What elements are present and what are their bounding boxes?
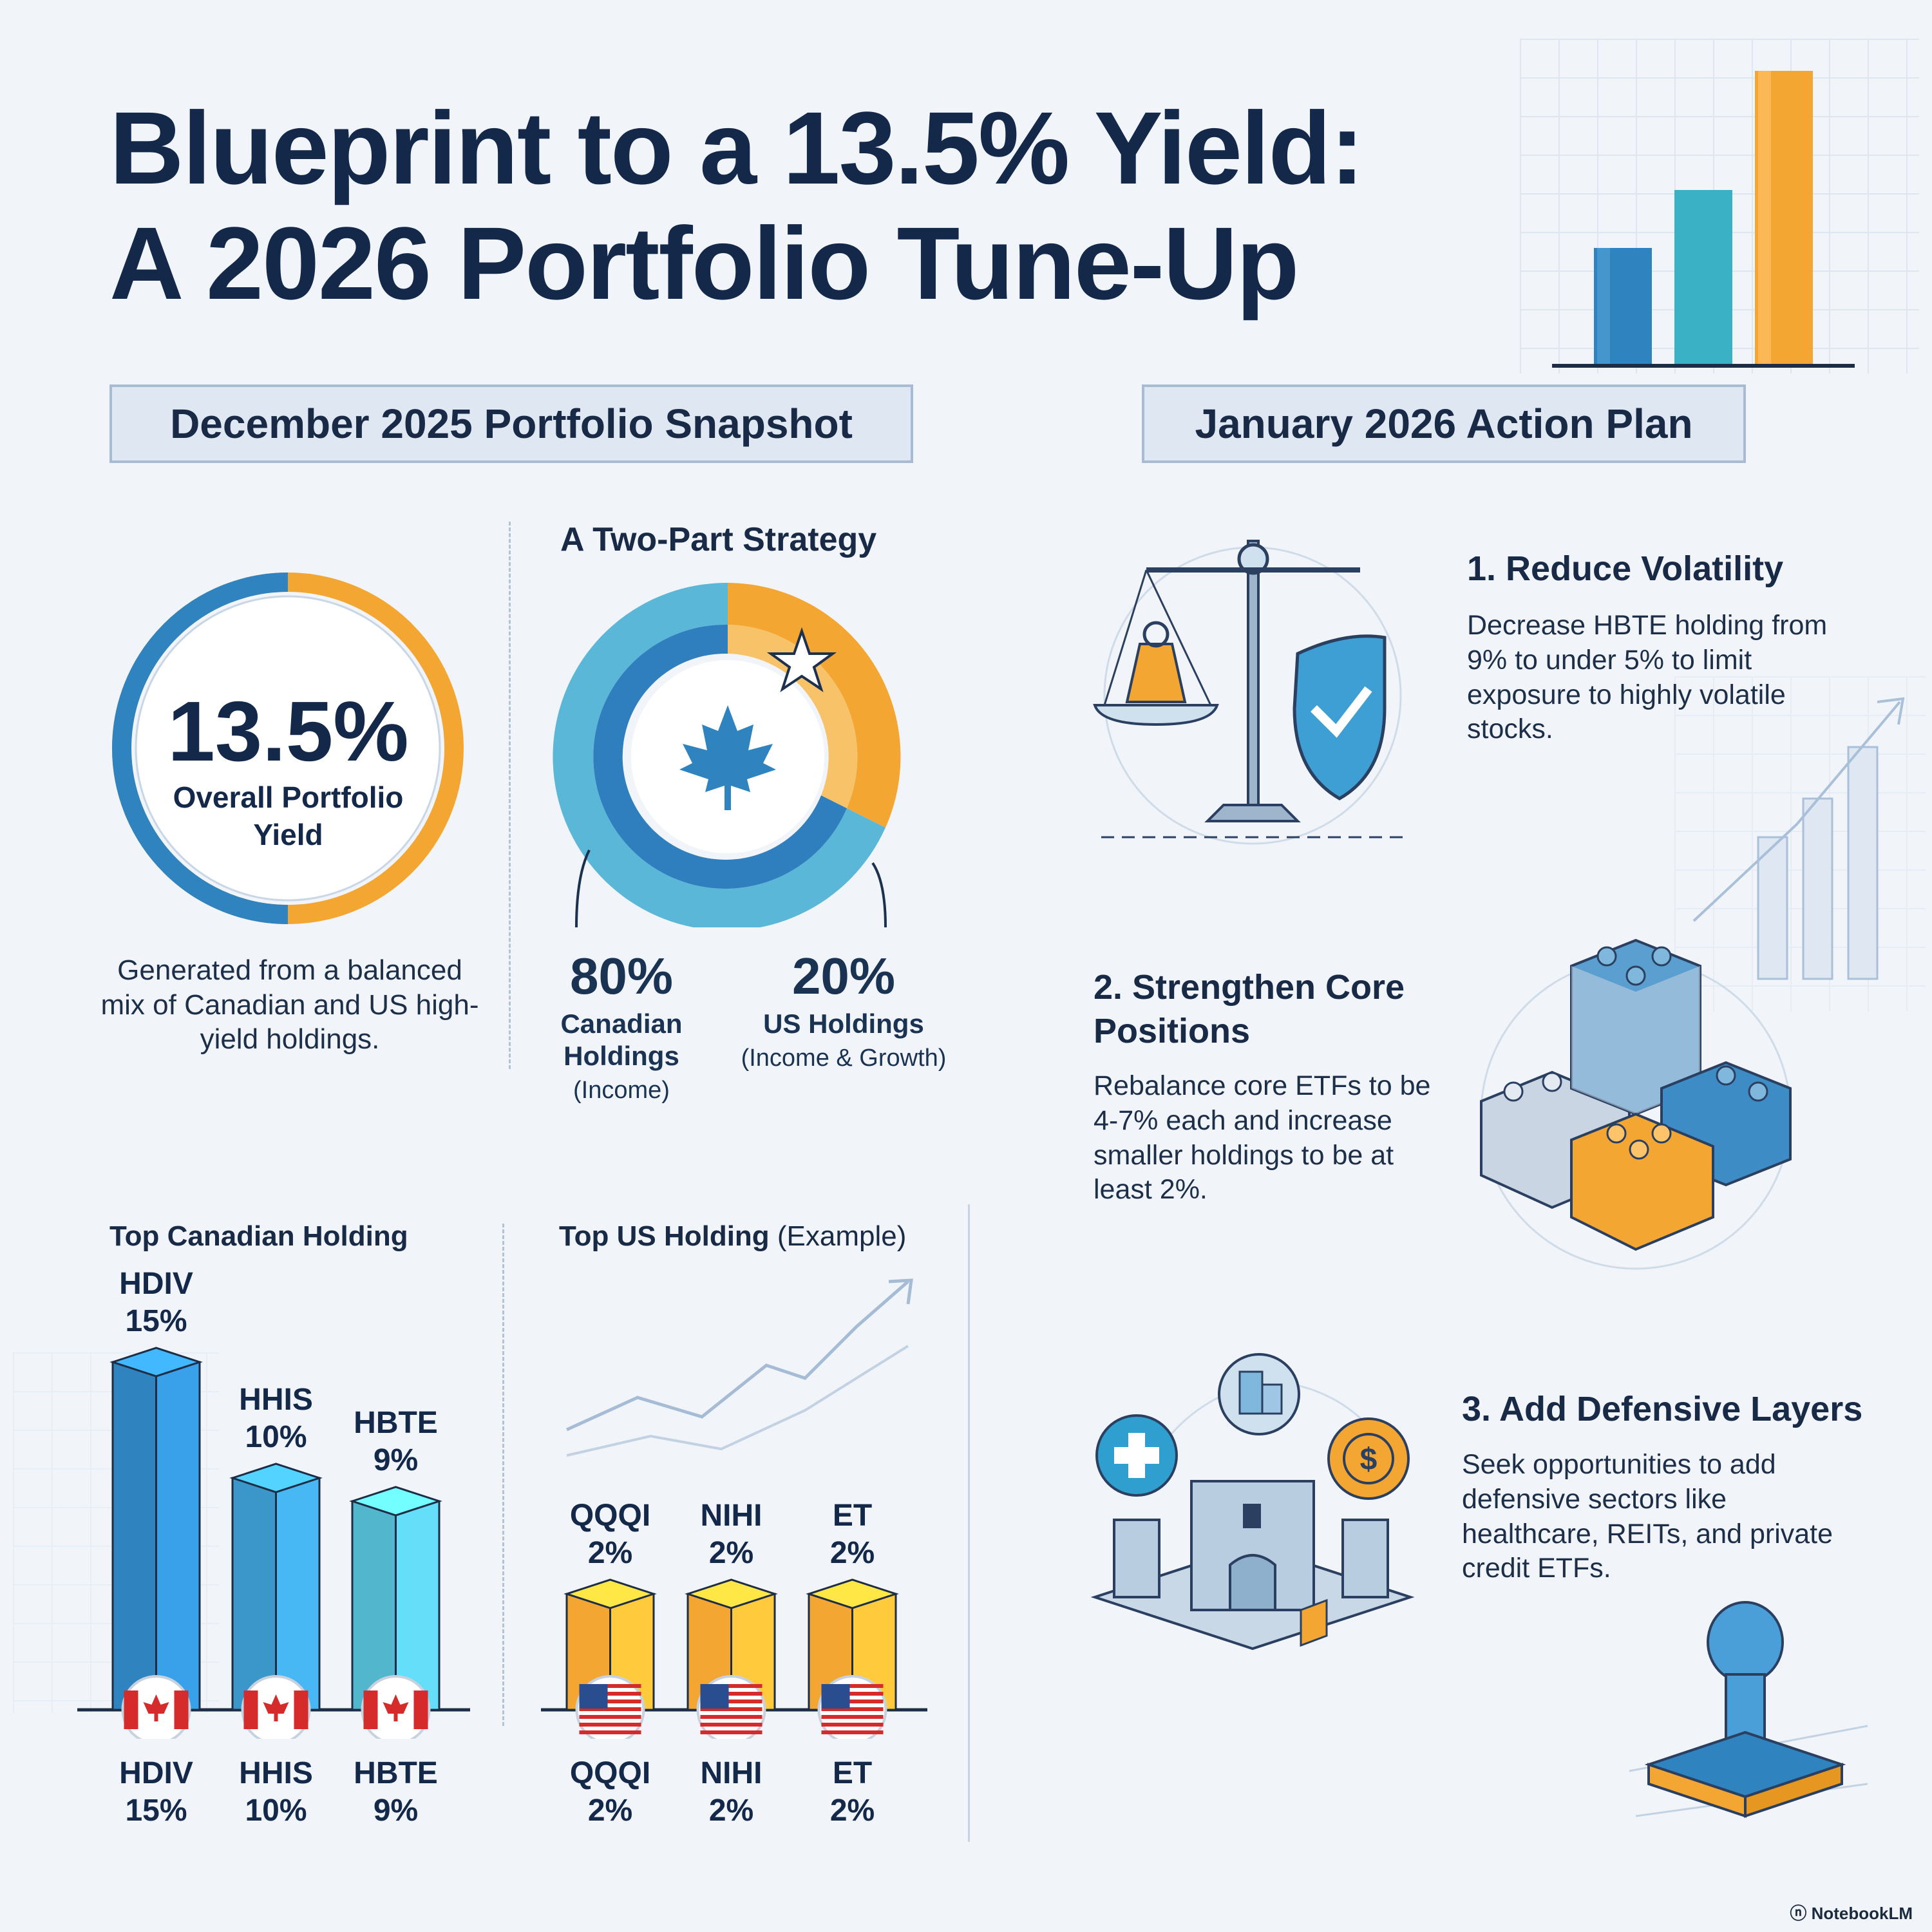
us-pct: 20% [791,947,896,1005]
us-flag-icon [696,1675,766,1739]
bar-bottom-ticker: HDIV [119,1756,193,1790]
step-2-text: Rebalance core ETFs to be 4-7% each and … [1094,1070,1431,1206]
bar-top-pct: 15% [125,1303,187,1338]
strategy-title: A Two-Part Strategy [560,521,877,558]
bar-top-label: HDIV 15% [105,1265,208,1340]
canadian-holdings-chart [77,1347,470,1739]
bar-top-pct: 2% [587,1535,633,1570]
us-trend-line-icon [565,1278,913,1457]
step-2-title: 2. Strengthen Core Positions [1094,968,1405,1050]
bar-bottom-pct: 2% [587,1793,633,1828]
bar-bottom-ticker: HBTE [354,1756,438,1790]
page-title: Blueprint to a 13.5% Yield: A 2026 Portf… [109,90,1591,321]
bar-top-label: ET 2% [801,1497,904,1571]
divider [968,1204,970,1842]
bar-top-label: HHIS 10% [225,1381,328,1455]
stamp-icon [1629,1601,1868,1818]
action-plan-header: January 2026 Action Plan [1142,384,1746,463]
bar-top-ticker: HBTE [354,1406,438,1440]
bar-top-pct: 2% [829,1535,875,1570]
title-bar-chart-icon [1552,71,1855,368]
bar-top-ticker: ET [832,1499,873,1533]
bar-top-label: HBTE 9% [345,1405,448,1479]
canada-flag-icon [121,1675,191,1739]
title-line-2: A 2026 Portfolio Tune-Up [109,205,1299,321]
bar-bottom-pct: 10% [245,1793,307,1828]
bar-bottom-label: ET 2% [801,1755,904,1829]
yield-value: 13.5% [167,684,409,779]
balance-scale-icon [1093,540,1404,845]
bar-top-label: NIHI 2% [680,1497,783,1571]
us-holdings-title-text: Top US Holding [559,1220,770,1252]
step-3-title: 3. Add Defensive Layers [1462,1390,1863,1428]
step-3-text: Seek opportunities to add defensive sect… [1462,1449,1833,1584]
canadian-pct: 80% [569,947,674,1005]
bar-bottom-label: HDIV 15% [105,1755,208,1829]
castle-defense-icon: $ [1090,1353,1415,1651]
bar-bottom-pct: 2% [708,1793,754,1828]
title-line-1: Blueprint to a 13.5% Yield: [109,90,1364,205]
bar-bottom-label: HHIS 10% [225,1755,328,1829]
canadian-holdings-title: Top Canadian Holding [109,1220,408,1252]
bar-bottom-pct: 2% [829,1793,875,1828]
snapshot-header: December 2025 Portfolio Snapshot [109,384,913,463]
divider [509,522,511,1069]
bar-top-ticker: NIHI [700,1499,762,1533]
canada-flag-icon [241,1675,311,1739]
bar-hdiv [109,1347,203,1711]
us-flag-icon [575,1675,645,1739]
bar-bottom-pct: 15% [125,1793,187,1828]
bar-bottom-label: NIHI 2% [680,1755,783,1829]
us-holdings-title-suffix: (Example) [777,1220,907,1252]
bar-top-ticker: HHIS [239,1383,313,1417]
bar-bottom-ticker: ET [832,1756,873,1790]
growth-chart-decoration-icon [1692,697,1905,980]
bar-bottom-ticker: NIHI [700,1756,762,1790]
notebooklm-logo: ⓝ NotebookLM [1790,1904,1913,1923]
divider [502,1224,504,1726]
canadian-sub: (Income) [573,1077,670,1104]
step-1-title: 1. Reduce Volatility [1467,549,1784,588]
step-1-text: Decrease HBTE holding from 9% to under 5… [1467,610,1828,745]
bar-bottom-ticker: HHIS [239,1756,313,1790]
us-flag-icon [817,1675,887,1739]
canada-flag-icon [361,1675,431,1739]
us-sub: (Income & Growth) [741,1045,947,1072]
us-holdings-chart [541,1578,927,1739]
bar-bottom-label: QQQI 2% [559,1755,662,1829]
bar-top-label: QQQI 2% [559,1497,662,1571]
building-blocks-icon [1480,938,1792,1270]
canadian-label: Canadian Holdings [560,1009,683,1072]
bar-hhis [229,1463,323,1711]
svg-text:$: $ [1360,1443,1378,1477]
yield-description: Generated from a balanced mix of Canadia… [100,954,479,1056]
footer-text: NotebookLM [1811,1904,1913,1923]
us-label: US Holdings [763,1009,924,1039]
bar-bottom-label: HBTE 9% [345,1755,448,1829]
bar-top-pct: 9% [373,1443,419,1477]
bar-top-pct: 2% [708,1535,754,1570]
bar-top-pct: 10% [245,1419,307,1454]
yield-ring-chart [112,573,464,924]
grid-decoration-right [1674,676,1926,1011]
bar-top-ticker: HDIV [119,1267,193,1301]
maple-leaf-icon [679,705,776,810]
yield-label: Overall Portfolio Yield [173,781,404,851]
us-holdings-title: Top US Holding (Example) [559,1220,906,1253]
bar-bottom-pct: 9% [373,1793,419,1828]
bar-hbte [349,1486,442,1711]
bar-top-ticker: QQQI [569,1499,651,1533]
bar-bottom-ticker: QQQI [569,1756,651,1790]
